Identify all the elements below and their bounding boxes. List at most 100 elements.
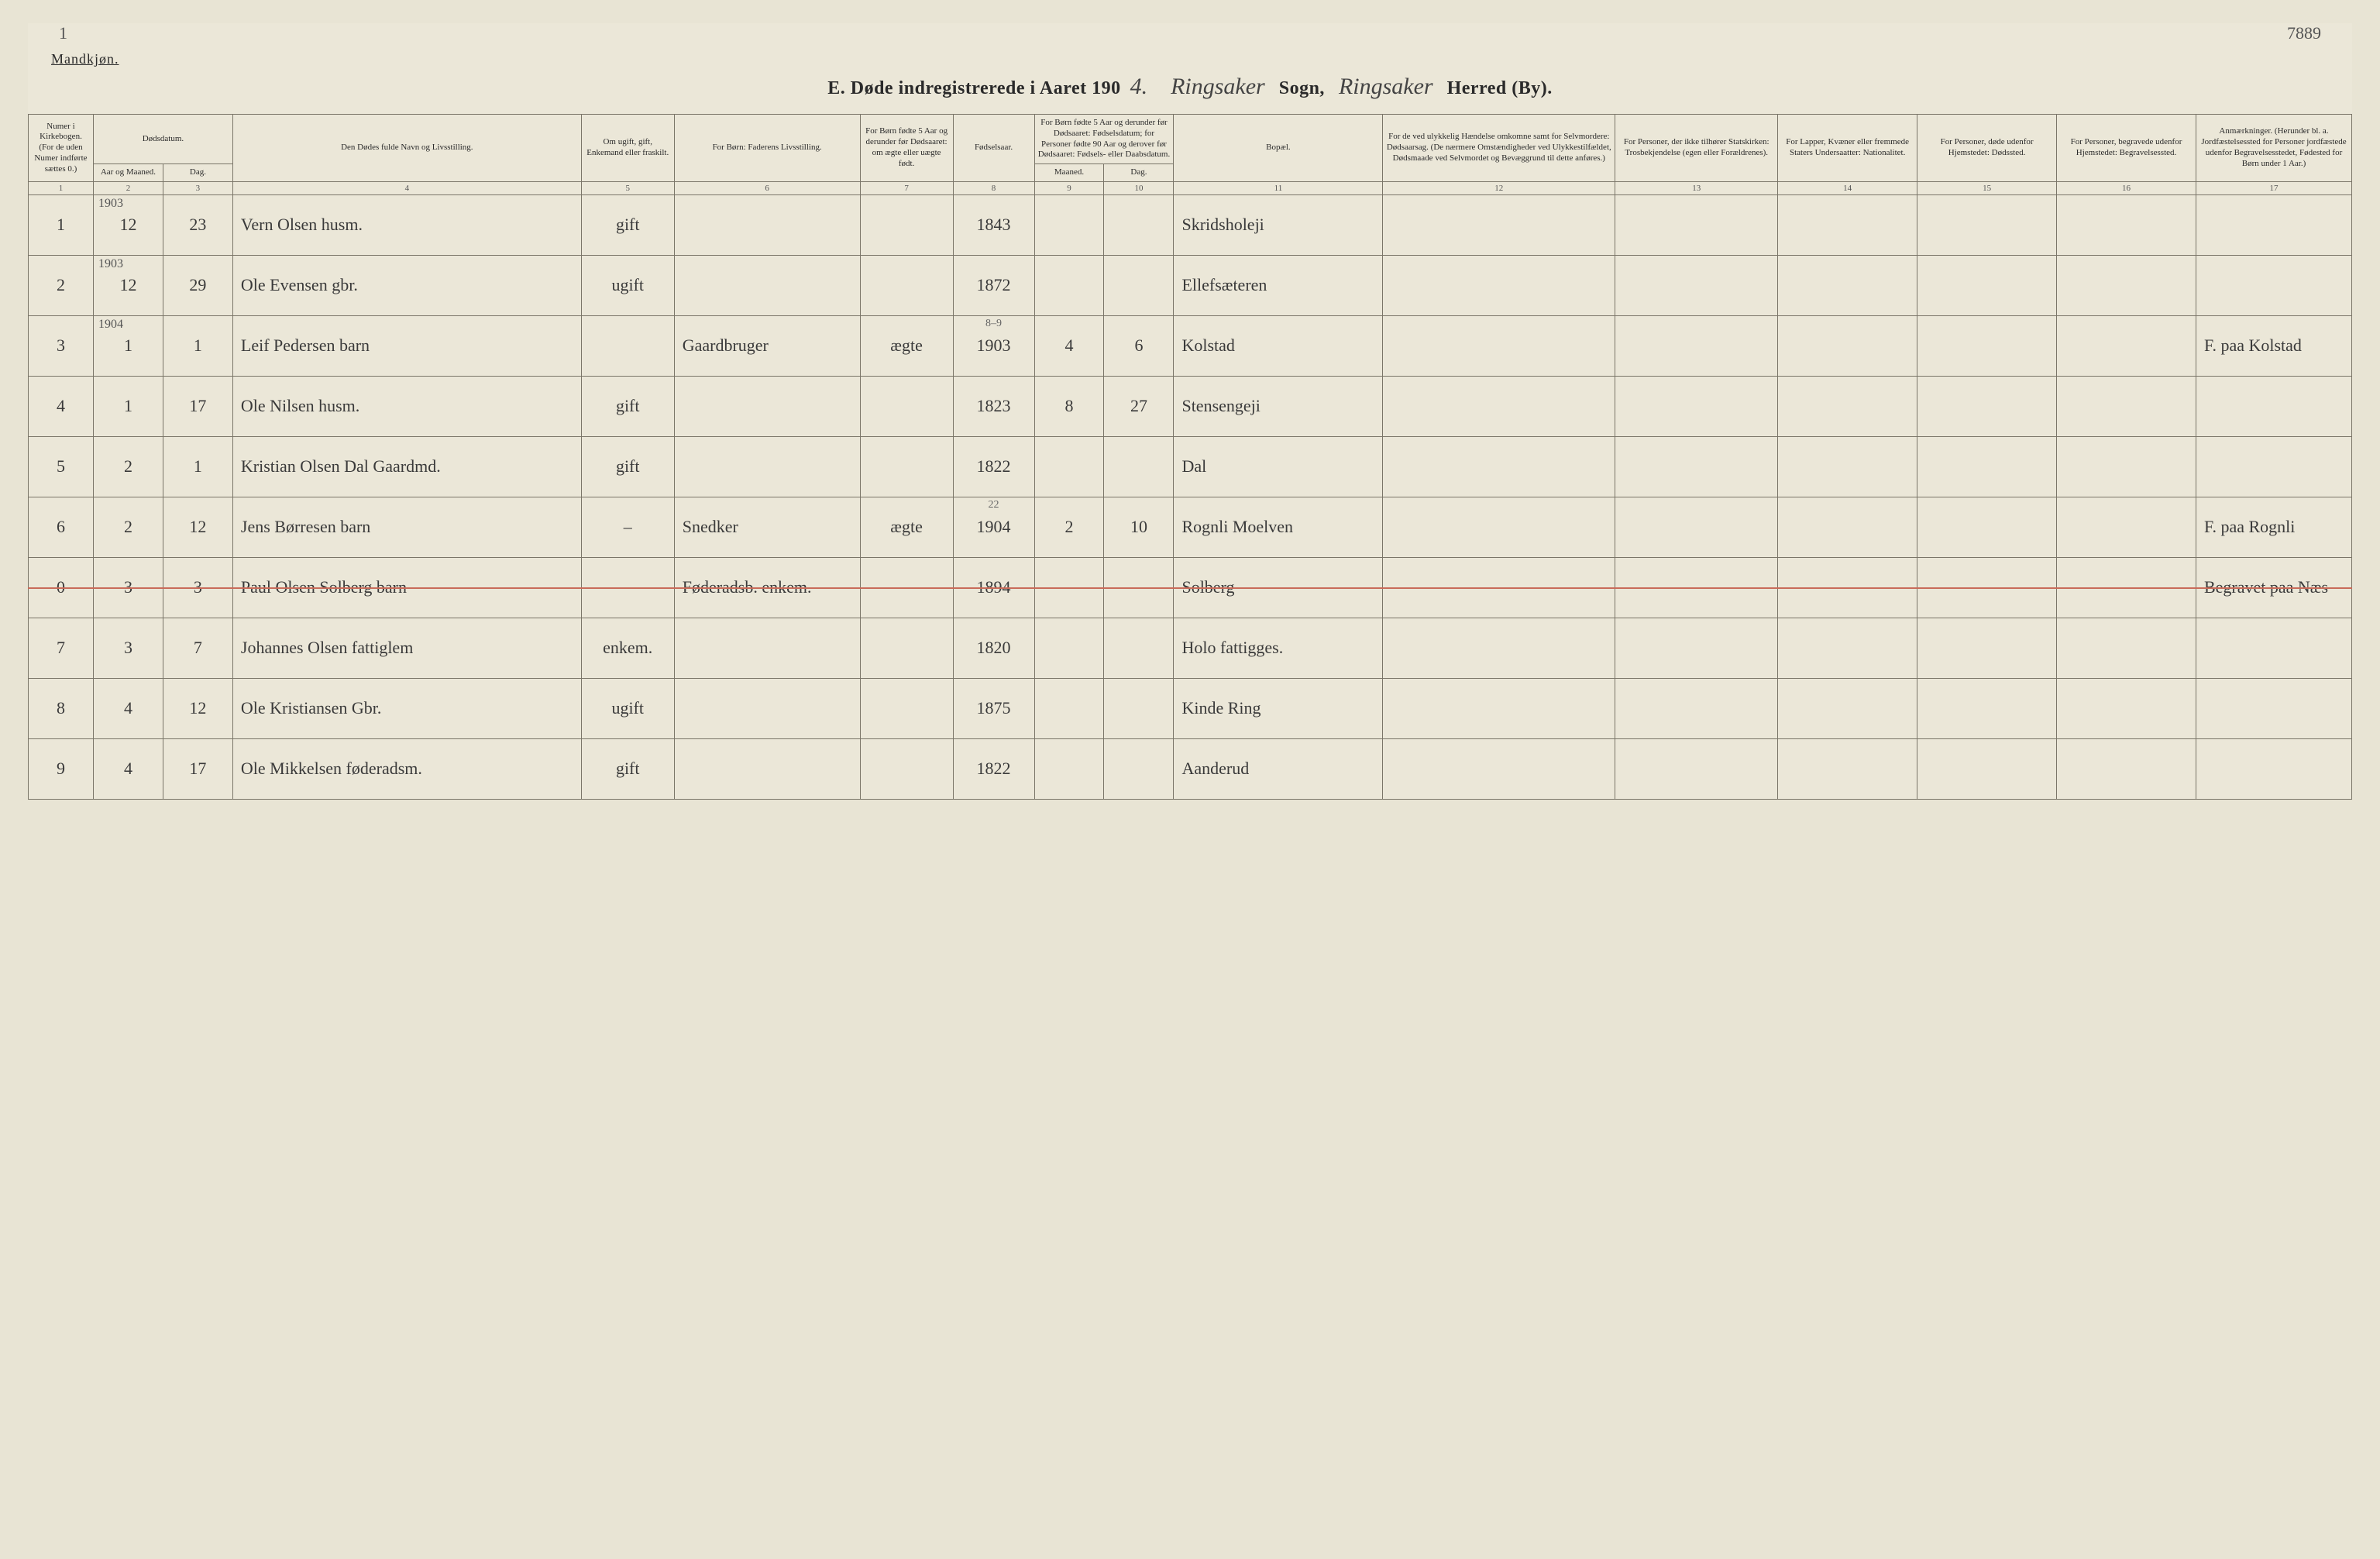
cell: Ellefsæteren (1174, 255, 1383, 315)
table-row: 4117Ole Nilsen husm.gift1823827Stensenge… (29, 376, 2352, 436)
cell (1104, 194, 1174, 255)
colnum: 4 (232, 181, 581, 194)
cell (1104, 255, 1174, 315)
year-note: 1903 (98, 197, 123, 211)
cell: Gaardbruger (674, 315, 860, 376)
cell: 9 (29, 738, 94, 799)
table-row: 3190411Leif Pedersen barnGaardbrugerægte… (29, 315, 2352, 376)
cell: 1822 (953, 436, 1034, 497)
cell: F. paa Kolstad (2196, 315, 2351, 376)
cell: enkem. (581, 618, 674, 678)
cell-text: Kinde Ring (1181, 698, 1261, 718)
ledger-page: 1 7889 Mandkjøn. E. Døde indregistrerede… (28, 23, 2352, 800)
cell (860, 194, 953, 255)
title-prefix: E. Døde indregistrerede i Aaret 190 (827, 78, 1120, 98)
cell: 12 (163, 678, 232, 738)
cell-text: Jens Børresen barn (241, 517, 370, 536)
cell (2057, 315, 2196, 376)
cell (1034, 738, 1104, 799)
cell (2057, 436, 2196, 497)
hdr-c2: Aar og Maaned. (93, 164, 163, 182)
page-number-left: 1 (59, 23, 67, 43)
cell (1104, 436, 1174, 497)
cell (1778, 678, 1917, 738)
cell (860, 738, 953, 799)
cell (1104, 618, 1174, 678)
cell: 2 (29, 255, 94, 315)
cell-text: Ole Mikkelsen føderadsm. (241, 759, 422, 778)
cell (581, 315, 674, 376)
cell-text: 1 (57, 215, 65, 234)
cell-text: F. paa Rognli (2204, 517, 2295, 536)
cell (1917, 376, 2057, 436)
title-row: E. Døde indregistrerede i Aaret 1904. Ri… (28, 67, 2352, 114)
hdr-c7: For Børn fødte 5 Aar og derunder før Død… (860, 115, 953, 182)
cell-text: 2 (124, 456, 132, 476)
cell-text: 3 (57, 336, 65, 355)
colnum: 1 (29, 181, 94, 194)
cell (2196, 255, 2351, 315)
cell-text: 3 (124, 638, 132, 657)
cell: 8 (1034, 376, 1104, 436)
cell-text: Ole Nilsen husm. (241, 396, 359, 415)
cell: 12 (163, 497, 232, 557)
cell: 221904 (953, 497, 1034, 557)
cell-text: 1823 (977, 396, 1011, 415)
cell-text: – (624, 517, 632, 536)
cell-text: 1 (194, 336, 202, 355)
cell: 4 (1034, 315, 1104, 376)
cell: 3 (93, 618, 163, 678)
cell-text: 8 (1065, 396, 1074, 415)
cell (1917, 618, 2057, 678)
hdr-c5: Om ugift, gift, Enkemand eller fraskilt. (581, 115, 674, 182)
colnum: 3 (163, 181, 232, 194)
cell-text: 1820 (977, 638, 1011, 657)
cell-text: gift (616, 456, 640, 476)
cell (2057, 376, 2196, 436)
cell-text: 4 (57, 396, 65, 415)
cell (674, 255, 860, 315)
column-numbers: 1 2 3 4 5 6 7 8 9 10 11 12 13 14 15 16 1… (29, 181, 2352, 194)
colnum: 12 (1383, 181, 1615, 194)
cell-text: enkem. (603, 638, 652, 657)
cell-text: 12 (119, 215, 136, 234)
cell: 1903 12 (93, 194, 163, 255)
cell (1383, 618, 1615, 678)
cell: 1820 (953, 618, 1034, 678)
cell-text: 5 (57, 456, 65, 476)
cell: Johannes Olsen fattiglem (232, 618, 581, 678)
cell: 1823 (953, 376, 1034, 436)
colnum: 17 (2196, 181, 2351, 194)
table-row: 6212Jens Børresen barn–Snedkerægte221904… (29, 497, 2352, 557)
hdr-c2-group: Dødsdatum. (93, 115, 232, 164)
cell (1615, 497, 1778, 557)
cell-text: 17 (189, 396, 206, 415)
cell (1383, 436, 1615, 497)
cell (1778, 738, 1917, 799)
sup-note: 8–9 (985, 318, 1002, 330)
cell-text: gift (616, 396, 640, 415)
cell-text: 27 (1130, 396, 1147, 415)
gender-label: Mandkjøn. (28, 51, 2352, 67)
cell-text: 12 (119, 275, 136, 294)
cell-text: 2 (124, 517, 132, 536)
hdr-c10: Dag. (1104, 164, 1174, 182)
cell (1615, 678, 1778, 738)
hdr-c8: Fødselsaar. (953, 115, 1034, 182)
hdr-c15: For Personer, døde udenfor Hjemstedet: D… (1917, 115, 2057, 182)
cell: 19041 (93, 315, 163, 376)
cell (674, 678, 860, 738)
cell-text: Kristian Olsen Dal Gaardmd. (241, 456, 441, 476)
cell (1778, 497, 1917, 557)
cell-text: ugift (611, 275, 644, 294)
cell-text: Aanderud (1181, 759, 1249, 778)
hdr-c9: Maaned. (1034, 164, 1104, 182)
cell: ugift (581, 678, 674, 738)
cell: Dal (1174, 436, 1383, 497)
year-note: 1903 (98, 257, 123, 271)
cell: 10 (1104, 497, 1174, 557)
table-body: 119031223Vern Olsen husm.gift1843Skridsh… (29, 194, 2352, 799)
colnum: 7 (860, 181, 953, 194)
cell: ægte (860, 497, 953, 557)
cell-text: Kolstad (1181, 336, 1234, 355)
